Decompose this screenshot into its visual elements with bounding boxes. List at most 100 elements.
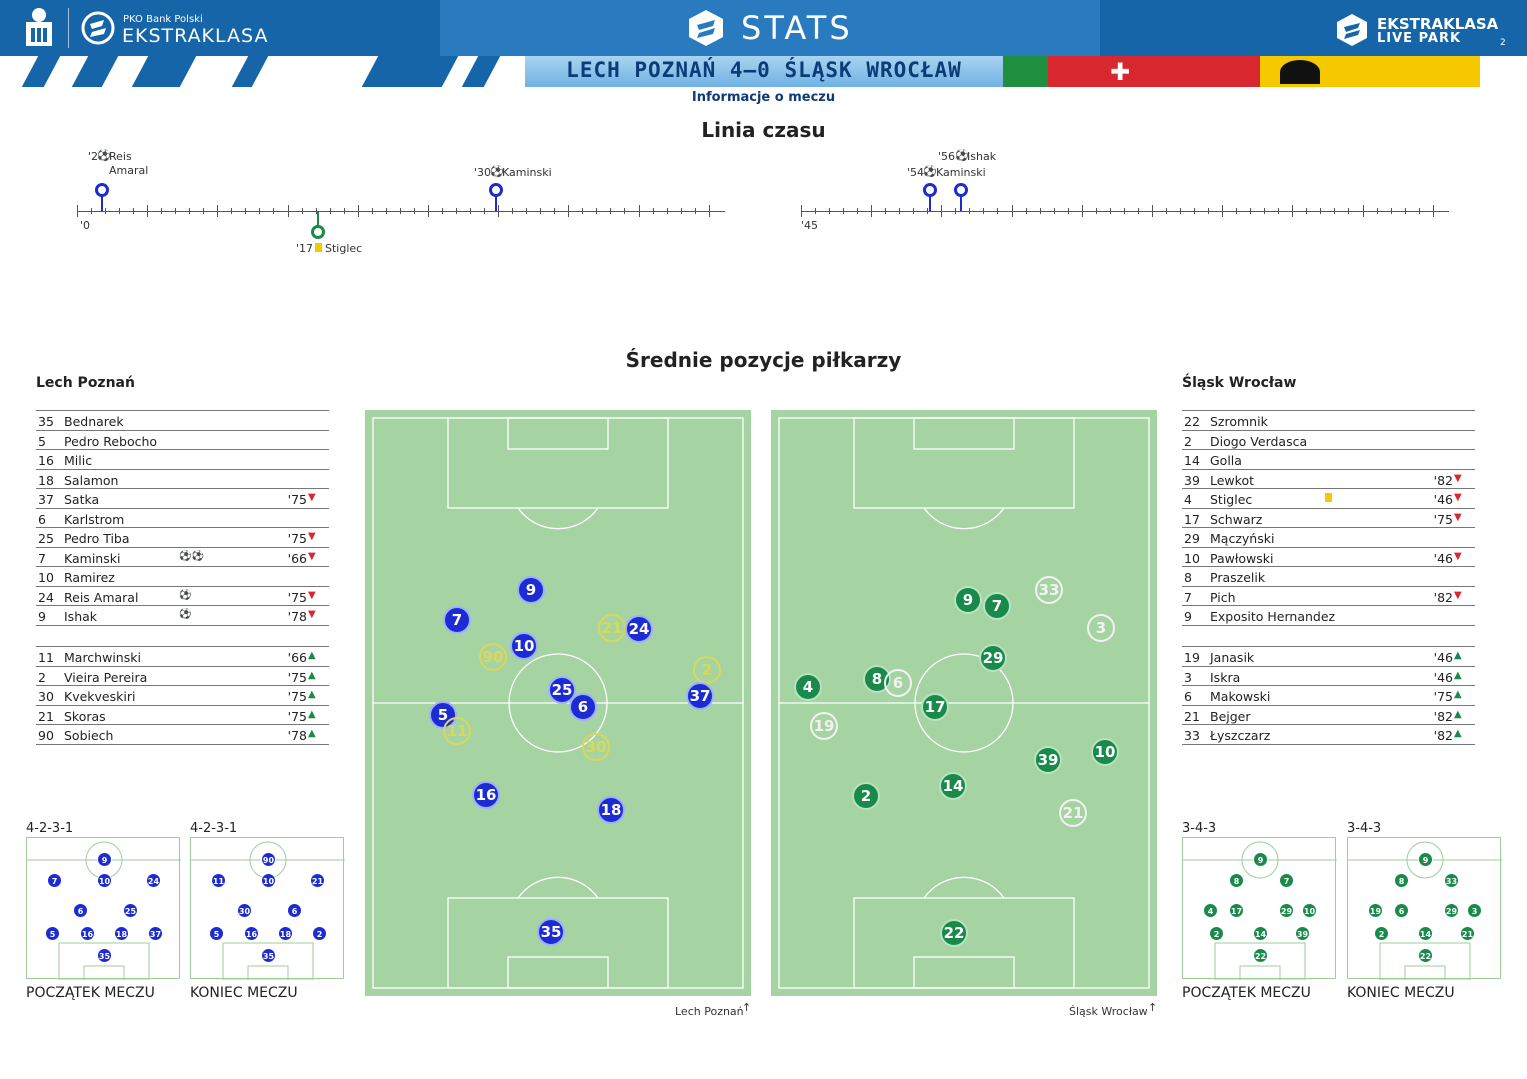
player-position-marker: 17 xyxy=(921,693,949,721)
sub-minute: '46 xyxy=(1433,550,1453,566)
player-row: 2 Vieira Pereira '75 ▲ xyxy=(36,667,329,686)
player-position-marker: 10 xyxy=(1091,738,1119,766)
away-pitch-label: Śląsk Wrocław xyxy=(1069,1005,1148,1018)
timeline-major-tick xyxy=(568,205,570,217)
league-name: EKSTRAKLASA xyxy=(122,25,269,47)
formation-player-marker: 6 xyxy=(1394,903,1409,918)
sub-out-arrow-icon: ▼ xyxy=(1454,492,1462,503)
sub-minute: '46 xyxy=(1433,492,1453,507)
player-position-marker: 39 xyxy=(1034,746,1062,774)
timeline-minor-tick xyxy=(1390,208,1392,214)
timeline-minor-tick xyxy=(259,208,261,214)
formation-player-marker: 90 xyxy=(261,852,276,867)
sub-minute: '66 xyxy=(287,550,307,566)
sub-out-arrow-icon: ▼ xyxy=(1454,511,1462,523)
sub-minute: '75 xyxy=(287,669,307,685)
player-position-marker: 30 xyxy=(582,733,610,761)
timeline-minor-tick xyxy=(413,208,415,214)
formation-player-marker: 39 xyxy=(1295,926,1310,941)
sub-out-arrow-icon: ▼ xyxy=(1454,550,1462,562)
player-name: Diogo Verdasca xyxy=(1210,433,1308,449)
timeline-minor-tick xyxy=(1306,208,1308,214)
away-team-name: Śląsk Wrocław xyxy=(1182,375,1297,391)
timeline-event-minute: '56 xyxy=(938,150,956,163)
sub-out-arrow-icon: ▼ xyxy=(308,550,316,562)
timeline-minor-tick xyxy=(582,208,584,214)
ekstraklasa-logo-icon xyxy=(80,10,116,46)
player-position-marker: 6 xyxy=(884,669,912,697)
timeline-minor-tick xyxy=(1053,208,1055,214)
player-name: Kvekveskiri xyxy=(64,689,136,704)
player-name: Lewkot xyxy=(1210,472,1255,488)
ball-icon: ⚽⚽ xyxy=(179,550,204,562)
timeline-minor-tick xyxy=(1334,208,1336,214)
away-formation-start: 3-4-3 xyxy=(1182,821,1217,836)
formation-player-marker: 7 xyxy=(47,873,62,888)
formation-player-marker: 10 xyxy=(261,873,276,888)
timeline-major-tick xyxy=(287,205,289,217)
timeline-minor-tick xyxy=(119,208,120,214)
timeline-major-tick xyxy=(217,205,219,217)
timeline-event-minute: '54 xyxy=(907,166,925,179)
timeline-minor-tick xyxy=(997,208,999,214)
timeline-minor-tick xyxy=(1194,208,1195,214)
timeline-minor-tick xyxy=(1418,208,1420,214)
player-name: Skoras xyxy=(64,708,106,724)
formation-player-marker: 24 xyxy=(146,873,161,888)
player-row: 16 Milic xyxy=(36,450,329,470)
player-row: 7 Pich '82 ▼ xyxy=(1182,587,1475,606)
player-position-marker: 21 xyxy=(598,614,626,642)
ball-icon: ⚽ xyxy=(923,165,937,178)
timeline-minor-tick xyxy=(1278,208,1280,214)
player-name: Pedro Tiba xyxy=(64,531,130,546)
player-number: 21 xyxy=(38,708,54,724)
timeline-event-player: Kaminski xyxy=(936,166,986,179)
player-number: 24 xyxy=(38,589,54,605)
player-number: 21 xyxy=(1184,708,1200,724)
yellow-card-icon xyxy=(315,243,322,252)
player-position-marker: 19 xyxy=(810,712,838,740)
player-row: 6 Makowski '75 ▲ xyxy=(1182,686,1475,706)
formation-player-marker: 25 xyxy=(123,903,138,918)
player-number: 17 xyxy=(1184,511,1200,527)
player-position-marker: 37 xyxy=(686,682,714,710)
away-starters-list: 22 Szromnik 2 Diogo Verdasca 14 Golla 39 Lewkot… xyxy=(1182,410,1475,626)
player-row: 10 Pawłowski '46 ▼ xyxy=(1182,548,1475,567)
timeline-major-tick xyxy=(1432,205,1434,217)
sub-in-arrow-icon: ▲ xyxy=(1454,650,1462,661)
player-name: Golla xyxy=(1210,453,1242,468)
player-name: Stiglec xyxy=(1210,492,1253,507)
goal-marker xyxy=(954,183,968,197)
player-row: 35 Bednarek xyxy=(36,411,329,431)
timeline-major-tick xyxy=(147,205,149,217)
home-pitch: 9 7 21 24 10 90 2 25 37 6 5 11 30 16 18 35 xyxy=(365,410,751,996)
timeline-minor-tick xyxy=(554,208,556,214)
formation-player-marker: 33 xyxy=(1444,873,1459,888)
player-number: 90 xyxy=(38,728,54,743)
sub-minute: '82 xyxy=(1433,708,1453,724)
player-number: 4 xyxy=(1184,492,1192,507)
timeline-minor-tick xyxy=(526,208,528,214)
brand-top: EKSTRAKLASA xyxy=(1377,15,1499,33)
timeline-minor-tick xyxy=(913,208,915,214)
timeline-minor-tick xyxy=(899,208,901,214)
stats-title: STATS xyxy=(741,9,853,47)
timeline-minor-tick xyxy=(273,208,275,214)
timeline-minor-tick xyxy=(231,208,233,214)
timeline-event-minute: '17 xyxy=(296,242,314,255)
sub-minute: '66 xyxy=(287,650,307,665)
timeline-minor-tick xyxy=(1404,208,1406,214)
timeline-minor-tick xyxy=(652,208,654,214)
timeline-major-tick xyxy=(941,205,943,217)
player-name: Iskra xyxy=(1210,669,1241,685)
timeline-minor-tick xyxy=(983,208,985,214)
sub-in-arrow-icon: ▲ xyxy=(308,650,316,661)
away-formation-end-diagram: 9 8 33 19 6 29 3 2 14 21 22 xyxy=(1347,837,1502,980)
player-position-marker: 90 xyxy=(479,643,507,671)
timeline-minor-tick xyxy=(815,208,816,214)
timeline-minor-tick xyxy=(1208,208,1209,214)
timeline-minor-tick xyxy=(105,208,106,214)
player-position-marker: 10 xyxy=(510,632,538,660)
player-name: Reis Amaral xyxy=(64,589,139,605)
player-row: 2 Diogo Verdasca xyxy=(1182,431,1475,450)
